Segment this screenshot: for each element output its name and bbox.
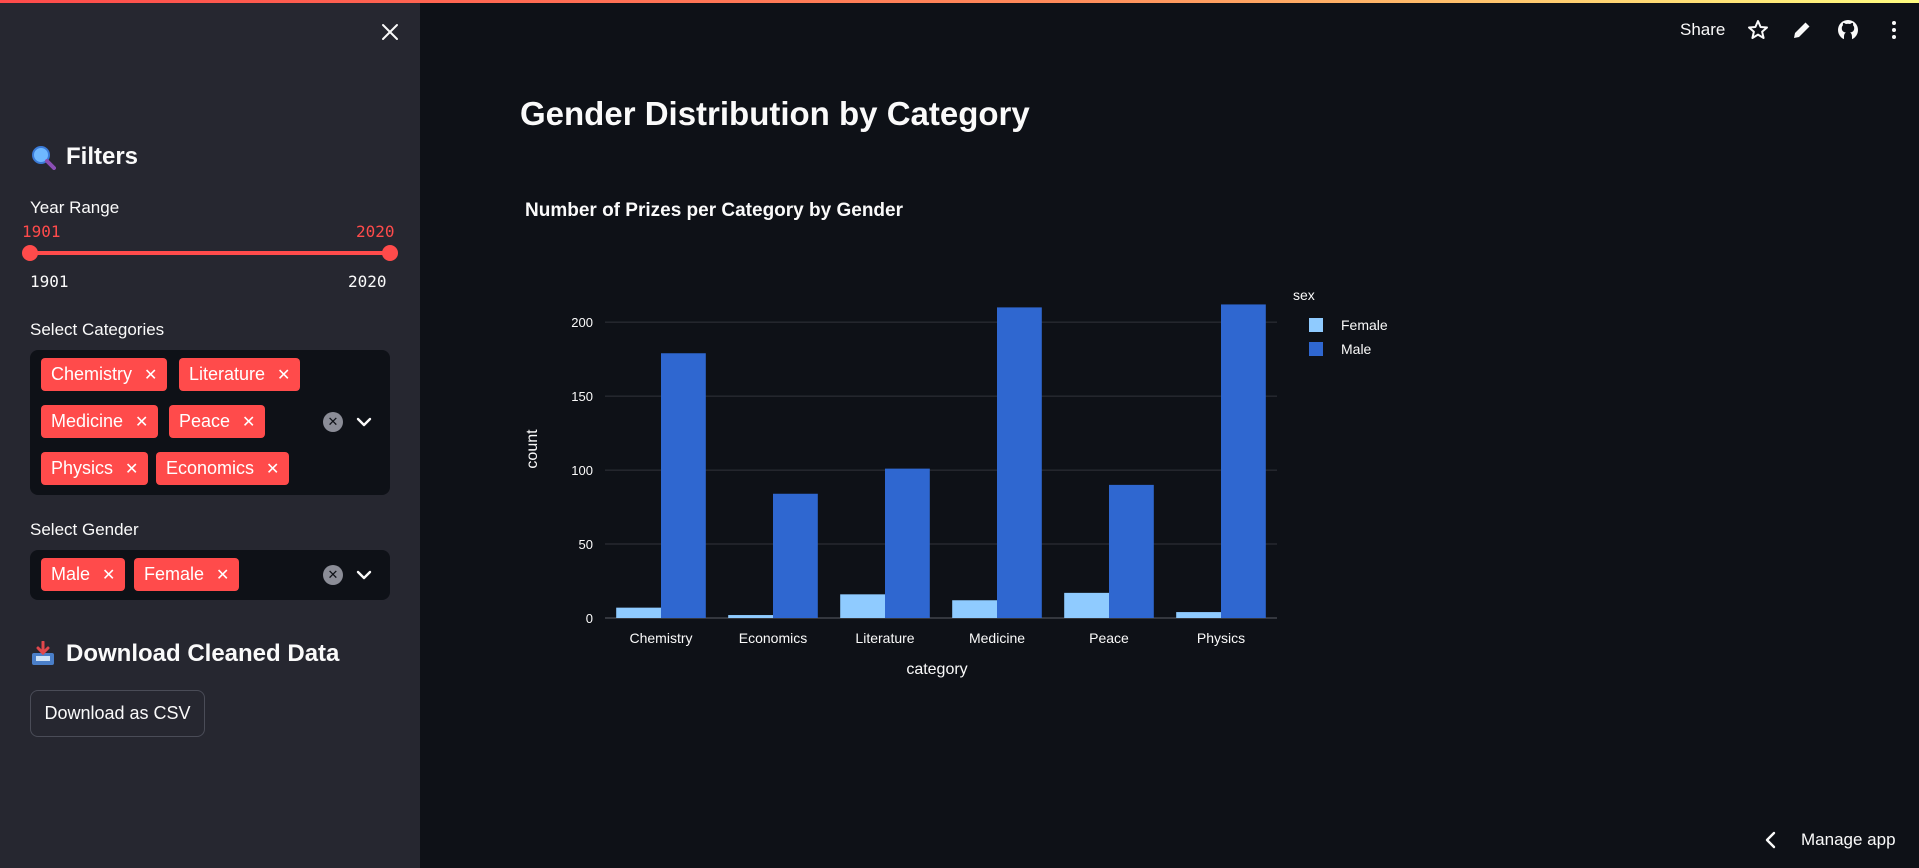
- chevron-down-icon[interactable]: [354, 565, 374, 585]
- remove-tag-icon[interactable]: ✕: [144, 366, 158, 384]
- tag-label: Female: [144, 564, 205, 584]
- bar-chart: Chemistry Economics Literature Medicine Peac…: [524, 287, 1388, 678]
- year-range-min-thumb[interactable]: [22, 245, 38, 261]
- legend-title: sex: [1293, 287, 1315, 303]
- filters-header: Filters: [30, 143, 138, 171]
- bars: [616, 304, 1266, 618]
- category-tag: Chemistry ✕: [41, 358, 168, 391]
- filters-title: Filters: [66, 143, 139, 170]
- tag-label: Male: [51, 564, 91, 584]
- category-tag: Medicine ✕: [41, 405, 159, 438]
- x-axis-ticks: Chemistry Economics Literature Medicine Peac…: [629, 630, 1245, 646]
- year-range-track[interactable]: [30, 251, 390, 255]
- y-tick-label: 0: [586, 611, 593, 626]
- bar-male-chemistry[interactable]: [661, 353, 706, 618]
- gender-multiselect[interactable]: Male ✕ Female ✕ ✕: [30, 550, 390, 600]
- download-header: Download Cleaned Data: [30, 640, 339, 668]
- gender-tag: Male ✕: [41, 558, 126, 591]
- close-sidebar-button[interactable]: [378, 20, 402, 44]
- x-tick-label: Peace: [1089, 630, 1129, 646]
- top-accent-bar: [0, 0, 1919, 3]
- bar-male-physics[interactable]: [1221, 304, 1266, 618]
- legend-label[interactable]: Female: [1341, 317, 1388, 333]
- bar-female-physics[interactable]: [1176, 612, 1221, 618]
- bar-male-economics[interactable]: [773, 493, 818, 618]
- grid: [605, 321, 1277, 619]
- gender-tag: Female ✕: [134, 558, 240, 591]
- tag-label: Medicine: [51, 411, 124, 431]
- gender-label: Select Gender: [30, 520, 139, 539]
- remove-tag-icon[interactable]: ✕: [277, 366, 291, 384]
- categories-multiselect[interactable]: Chemistry ✕ Literature ✕ Medicine ✕ Peac…: [30, 350, 390, 495]
- bar-female-economics[interactable]: [728, 615, 773, 618]
- x-tick-label: Physics: [1197, 630, 1245, 646]
- remove-tag-icon[interactable]: ✕: [266, 460, 280, 478]
- categories-label: Select Categories: [30, 320, 165, 339]
- y-tick-label: 150: [571, 389, 593, 404]
- inbox-tray-icon: [32, 641, 54, 665]
- y-tick-label: 100: [571, 463, 593, 478]
- page-title: Gender Distribution by Category: [520, 95, 1030, 132]
- bar-female-chemistry[interactable]: [616, 607, 661, 618]
- clear-all-icon[interactable]: ✕: [323, 565, 343, 585]
- y-axis-label: count: [524, 429, 541, 469]
- bar-female-medicine[interactable]: [952, 600, 997, 618]
- remove-tag-icon[interactable]: ✕: [216, 566, 230, 584]
- year-range-max-thumb[interactable]: [382, 245, 398, 261]
- sidebar: Filters Year Range 1901 2020 1901 2020 S…: [0, 0, 420, 868]
- chevron-down-icon[interactable]: [354, 412, 374, 432]
- github-icon[interactable]: [1836, 18, 1860, 42]
- chart-title: Number of Prizes per Category by Gender: [525, 200, 903, 221]
- legend-swatch-female[interactable]: [1309, 318, 1323, 332]
- remove-tag-icon[interactable]: ✕: [242, 413, 256, 431]
- tag-label: Economics: [166, 458, 255, 478]
- close-icon: [382, 24, 398, 40]
- legend[interactable]: Female Male: [1309, 317, 1388, 357]
- bar-male-medicine[interactable]: [997, 307, 1042, 618]
- remove-tag-icon[interactable]: ✕: [125, 460, 139, 478]
- manage-app-button[interactable]: Manage app: [1801, 830, 1896, 849]
- x-tick-label: Literature: [855, 630, 914, 646]
- bar-male-peace[interactable]: [1109, 484, 1154, 618]
- bar-female-literature[interactable]: [840, 594, 885, 618]
- star-icon[interactable]: [1746, 18, 1770, 42]
- category-tag: Physics ✕: [41, 452, 149, 485]
- x-axis-label: category: [906, 661, 967, 678]
- chevron-left-icon[interactable]: [1764, 831, 1778, 849]
- remove-tag-icon[interactable]: ✕: [102, 566, 116, 584]
- category-tag: Literature ✕: [179, 358, 301, 391]
- category-tag: Peace ✕: [169, 405, 266, 438]
- year-range-max-value: 2020: [356, 222, 395, 241]
- share-button[interactable]: Share: [1680, 20, 1726, 39]
- bar-male-literature[interactable]: [885, 468, 930, 618]
- tag-label: Literature: [189, 364, 266, 384]
- legend-label[interactable]: Male: [1341, 341, 1372, 357]
- tag-label: Physics: [51, 458, 114, 478]
- year-range-max-tick: 2020: [348, 272, 387, 291]
- y-axis-ticks: 0 50 100 150 200: [571, 315, 593, 626]
- clear-all-icon[interactable]: ✕: [323, 412, 343, 432]
- year-range-min-value: 1901: [22, 222, 61, 241]
- x-tick-label: Economics: [739, 630, 807, 646]
- category-tag: Economics ✕: [156, 452, 290, 485]
- pencil-icon[interactable]: [1790, 18, 1814, 42]
- y-tick-label: 200: [571, 315, 593, 330]
- tag-label: Chemistry: [51, 364, 133, 384]
- x-tick-label: Chemistry: [629, 630, 692, 646]
- year-range-min-tick: 1901: [30, 272, 69, 291]
- y-tick-label: 50: [579, 537, 593, 552]
- x-tick-label: Medicine: [969, 630, 1025, 646]
- more-vert-icon[interactable]: [1882, 18, 1906, 42]
- remove-tag-icon[interactable]: ✕: [135, 413, 149, 431]
- magnifier-icon: [32, 146, 56, 170]
- download-csv-button[interactable]: Download as CSV: [30, 690, 205, 737]
- bar-female-peace[interactable]: [1064, 592, 1109, 618]
- tag-label: Peace: [179, 411, 231, 431]
- download-title: Download Cleaned Data: [66, 640, 340, 667]
- legend-swatch-male[interactable]: [1309, 342, 1323, 356]
- year-range-label: Year Range: [30, 198, 120, 217]
